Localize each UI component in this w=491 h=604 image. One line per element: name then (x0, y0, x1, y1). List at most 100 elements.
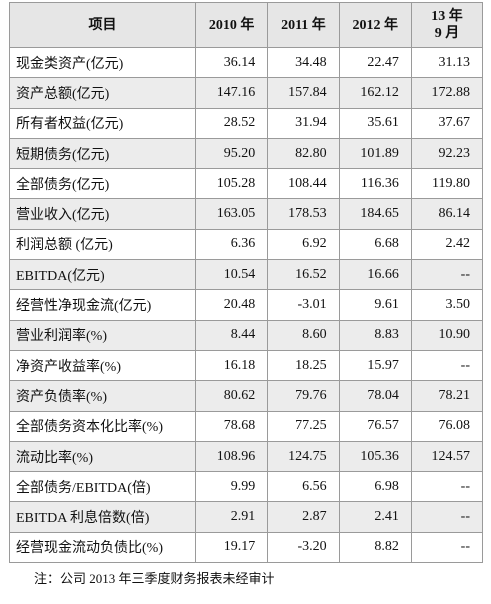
value-cell: 76.57 (338, 410, 412, 442)
value-cell: 35.61 (338, 107, 412, 139)
value-cell: 78.04 (338, 380, 412, 412)
table-row: 资产总额(亿元) 147.16 157.84 162.12 172.88 (9, 77, 484, 109)
label-cell: EBITDA 利息倍数(倍) (9, 501, 196, 533)
value-cell: 76.08 (410, 410, 484, 442)
value-cell: 178.53 (267, 198, 340, 230)
value-cell: 8.82 (338, 531, 412, 564)
value-cell: 19.17 (194, 531, 269, 564)
header-row: 项目 2010 年 2011 年 2012 年 13 年 9 月 (9, 2, 484, 48)
value-cell: 108.44 (267, 168, 340, 200)
value-cell: 77.25 (267, 410, 340, 442)
value-cell: 3.50 (410, 289, 484, 321)
value-cell: 2.87 (267, 501, 340, 533)
value-cell: 147.16 (194, 77, 269, 109)
value-cell: -- (410, 501, 484, 533)
label-cell: 资产负债率(%) (9, 380, 196, 412)
value-cell: 16.66 (338, 259, 412, 291)
value-cell: -3.20 (267, 531, 340, 564)
label-cell: 全部债务资本化比率(%) (9, 410, 196, 442)
value-cell: 6.68 (338, 228, 412, 261)
table-row: 资产负债率(%) 80.62 79.76 78.04 78.21 (9, 380, 484, 412)
value-cell: 80.62 (194, 380, 269, 412)
value-cell: 22.47 (338, 46, 412, 79)
label-cell: EBITDA(亿元) (9, 259, 196, 291)
value-cell: 9.61 (338, 289, 412, 321)
value-cell: 20.48 (194, 289, 269, 321)
table-row: 营业收入(亿元) 163.05 178.53 184.65 86.14 (9, 198, 484, 230)
table-row: 全部债务(亿元) 105.28 108.44 116.36 119.80 (9, 168, 484, 200)
value-cell: -- (410, 471, 484, 503)
header-cell: 项目 (9, 2, 196, 48)
value-cell: 34.48 (267, 46, 340, 79)
note: 注：公司 2013 年三季度财务报表未经审计 (34, 571, 275, 586)
label-cell: 营业利润率(%) (9, 319, 196, 351)
value-cell: 10.54 (194, 259, 269, 291)
value-cell: 86.14 (410, 198, 484, 230)
label-cell: 短期债务(亿元) (9, 137, 196, 170)
value-cell: 119.80 (410, 168, 484, 200)
label-cell: 全部债务(亿元) (9, 168, 196, 200)
value-cell: 108.96 (194, 440, 269, 473)
value-cell: 157.84 (267, 77, 340, 109)
table-row: 利润总额 (亿元) 6.36 6.92 6.68 2.42 (9, 228, 484, 261)
value-cell: 95.20 (194, 137, 269, 170)
value-cell: -- (410, 531, 484, 564)
value-cell: 124.75 (267, 440, 340, 473)
label-cell: 全部债务/EBITDA(倍) (9, 471, 196, 503)
value-cell: 2.42 (410, 228, 484, 261)
value-cell: 36.14 (194, 46, 269, 79)
label-cell: 资产总额(亿元) (9, 77, 196, 109)
label-cell: 营业收入(亿元) (9, 198, 196, 230)
value-cell: 6.92 (267, 228, 340, 261)
value-cell: -- (410, 259, 484, 291)
value-cell: 105.36 (338, 440, 412, 473)
value-cell: -- (410, 349, 484, 382)
label-cell: 经营现金流动负债比(%) (9, 531, 196, 564)
value-cell: -3.01 (267, 289, 340, 321)
label-cell: 利润总额 (亿元) (9, 228, 196, 261)
value-cell: 16.18 (194, 349, 269, 382)
table-row: 所有者权益(亿元) 28.52 31.94 35.61 37.67 (9, 107, 484, 139)
value-cell: 101.89 (338, 137, 412, 170)
label-cell: 流动比率(%) (9, 440, 196, 473)
value-cell: 2.91 (194, 501, 269, 533)
value-cell: 15.97 (338, 349, 412, 382)
value-cell: 78.68 (194, 410, 269, 442)
value-cell: 31.94 (267, 107, 340, 139)
value-cell: 78.21 (410, 380, 484, 412)
value-cell: 2.41 (338, 501, 412, 533)
table-row: 经营现金流动负债比(%) 19.17 -3.20 8.82 -- (9, 531, 484, 564)
table-row: 营业利润率(%) 8.44 8.60 8.83 10.90 (9, 319, 484, 351)
header-cell: 2011 年 (267, 2, 340, 48)
data-table: 项目 2010 年 2011 年 2012 年 13 年 9 月 现金类资产(亿元) 36… (9, 2, 484, 564)
value-cell: 8.83 (338, 319, 412, 351)
value-cell: 184.65 (338, 198, 412, 230)
value-cell: 37.67 (410, 107, 484, 139)
value-cell: 9.99 (194, 471, 269, 503)
value-cell: 6.56 (267, 471, 340, 503)
value-cell: 28.52 (194, 107, 269, 139)
label-cell: 所有者权益(亿元) (9, 107, 196, 139)
value-cell: 163.05 (194, 198, 269, 230)
header-cell: 2012 年 (338, 2, 412, 48)
value-cell: 82.80 (267, 137, 340, 170)
value-cell: 18.25 (267, 349, 340, 382)
value-cell: 92.23 (410, 137, 484, 170)
value-cell: 172.88 (410, 77, 484, 109)
value-cell: 79.76 (267, 380, 340, 412)
table-row: EBITDA(亿元) 10.54 16.52 16.66 -- (9, 259, 484, 291)
table-row: EBITDA 利息倍数(倍) 2.91 2.87 2.41 -- (9, 501, 484, 533)
label-cell: 经营性净现金流(亿元) (9, 289, 196, 321)
value-cell: 124.57 (410, 440, 484, 473)
table-row: 净资产收益率(%) 16.18 18.25 15.97 -- (9, 349, 484, 382)
value-cell: 10.90 (410, 319, 484, 351)
header-cell: 2010 年 (194, 2, 269, 48)
value-cell: 8.44 (194, 319, 269, 351)
value-cell: 105.28 (194, 168, 269, 200)
table-row: 全部债务/EBITDA(倍) 9.99 6.56 6.98 -- (9, 471, 484, 503)
label-cell: 现金类资产(亿元) (9, 46, 196, 79)
label-cell: 净资产收益率(%) (9, 349, 196, 382)
value-cell: 6.98 (338, 471, 412, 503)
value-cell: 116.36 (338, 168, 412, 200)
